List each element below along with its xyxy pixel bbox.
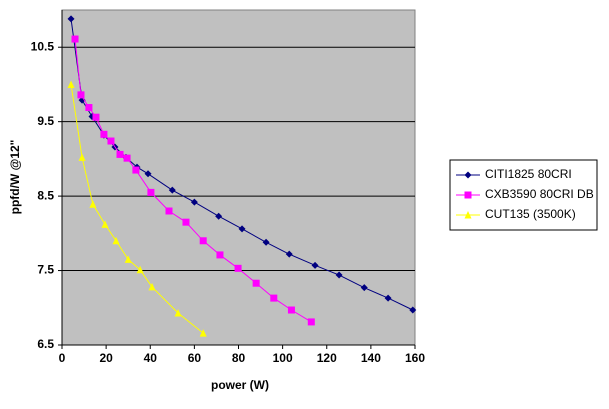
data-point — [107, 137, 115, 145]
data-point — [132, 166, 140, 174]
x-tick-label: 160 — [405, 351, 425, 365]
y-tick-label: 6.5 — [37, 337, 54, 351]
data-point — [360, 284, 368, 292]
x-tick-label: 100 — [273, 351, 293, 365]
data-point — [409, 306, 417, 314]
legend-label: CUT135 (3500K) — [485, 207, 576, 221]
data-point — [101, 220, 109, 228]
x-tick-label: 60 — [188, 351, 202, 365]
data-point — [182, 218, 190, 226]
data-point — [307, 318, 315, 326]
data-point — [148, 282, 156, 291]
data-point — [136, 265, 144, 274]
series-line — [70, 84, 204, 334]
data-point — [287, 306, 295, 314]
data-point — [89, 200, 97, 208]
y-tick-label: 7.5 — [37, 263, 54, 277]
y-tick-label: 9.5 — [37, 114, 54, 128]
data-point — [144, 170, 152, 178]
data-point — [199, 237, 207, 245]
y-axis-label: ppfd/W @12" — [8, 140, 22, 215]
legend-marker — [464, 191, 472, 199]
legend-label: CXB3590 80CRI DB — [485, 187, 594, 201]
data-point — [335, 271, 343, 279]
data-point — [238, 225, 246, 233]
data-point — [71, 35, 79, 43]
x-tick-label: 0 — [59, 351, 66, 365]
legend-marker — [464, 211, 472, 219]
x-tick-label: 120 — [317, 351, 337, 365]
data-point — [234, 264, 242, 272]
data-point — [67, 15, 75, 23]
data-point — [112, 236, 120, 245]
data-point — [165, 207, 173, 215]
data-point — [252, 279, 260, 287]
data-point — [311, 261, 319, 269]
data-point — [270, 294, 278, 302]
y-tick-label: 8.5 — [37, 188, 54, 202]
x-tick-label: 80 — [232, 351, 246, 365]
data-point — [174, 308, 182, 317]
x-tick-label: 40 — [144, 351, 158, 365]
data-point — [147, 188, 155, 196]
data-point — [215, 212, 223, 220]
legend-marker — [464, 171, 472, 179]
data-point — [384, 294, 392, 302]
plot-area — [61, 9, 416, 346]
data-point — [168, 186, 176, 194]
data-point — [77, 91, 85, 99]
data-point — [67, 80, 75, 88]
data-point — [116, 150, 124, 158]
x-axis-label: power (W) — [211, 378, 269, 392]
data-point — [123, 154, 131, 162]
legend-label: CITI1825 80CRI — [485, 167, 572, 181]
data-point — [124, 255, 132, 263]
data-point — [285, 250, 293, 258]
data-point — [262, 238, 270, 246]
data-point — [85, 104, 93, 112]
data-point — [78, 153, 86, 161]
x-tick-label: 140 — [361, 351, 381, 365]
data-point — [199, 329, 207, 337]
x-tick-label: 20 — [99, 351, 113, 365]
data-point — [190, 198, 198, 206]
data-point — [100, 130, 108, 138]
data-point — [216, 251, 224, 259]
data-point — [92, 113, 100, 121]
y-tick-label: 10.5 — [31, 39, 55, 53]
